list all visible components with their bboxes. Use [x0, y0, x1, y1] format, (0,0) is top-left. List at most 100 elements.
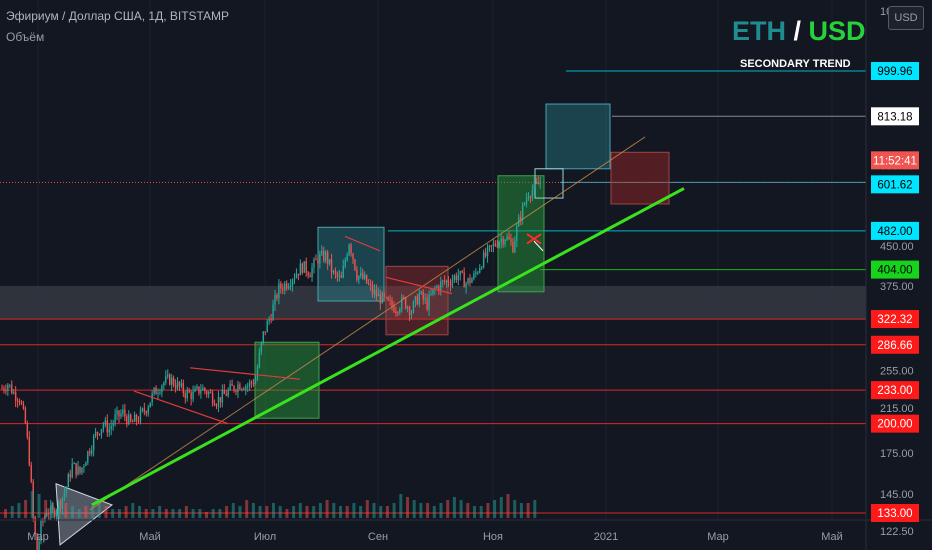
candle-body	[445, 280, 448, 283]
candle-body	[455, 275, 458, 281]
candle-body	[403, 297, 405, 299]
candle-body	[486, 247, 489, 257]
volume-bar	[97, 503, 101, 518]
volume-bar	[379, 506, 383, 518]
candle-body	[286, 283, 288, 289]
candle-body	[48, 513, 50, 515]
candle-body	[490, 245, 493, 247]
volume-bar	[385, 506, 389, 518]
x-tick-label: Сен	[368, 531, 388, 543]
candle-body	[420, 291, 422, 294]
x-tick-label: Май	[139, 531, 161, 543]
volume-bar	[198, 509, 202, 518]
candle-body	[305, 261, 307, 273]
volume-bar	[285, 509, 289, 518]
candle-body	[412, 301, 415, 313]
y-tick-label: 450.00	[880, 241, 914, 253]
candle-body	[188, 390, 190, 393]
candle-body	[53, 509, 56, 517]
candle-body	[141, 408, 144, 411]
candle-body	[65, 487, 68, 493]
candle-body	[488, 245, 491, 248]
candle-body	[28, 437, 30, 465]
candle-body	[301, 263, 303, 273]
volume-bar	[533, 500, 537, 518]
volume-bar	[399, 494, 403, 518]
pair-annotation: ETH / USD	[732, 16, 866, 47]
candle-body	[328, 259, 331, 264]
x-tick-label: 2021	[594, 531, 618, 543]
candle-body	[71, 463, 73, 478]
bull-box-2	[497, 175, 545, 293]
candle-body	[217, 397, 220, 407]
candle-body	[373, 290, 376, 294]
candle-body	[24, 408, 27, 424]
candle-body	[130, 414, 132, 422]
volume-bar	[178, 509, 182, 518]
candle-body	[256, 367, 259, 380]
candle-body	[161, 385, 163, 393]
candle-body	[508, 236, 510, 240]
candle-body	[235, 390, 237, 392]
volume-bar	[205, 512, 208, 518]
candle-body	[323, 251, 325, 261]
currency-button[interactable]: USD	[888, 6, 924, 30]
pair-slash: /	[793, 16, 802, 46]
candle-body	[338, 275, 341, 277]
candle-body	[40, 520, 42, 542]
candle-body	[457, 274, 459, 281]
volume-bar	[225, 506, 229, 518]
candle-body	[163, 382, 165, 386]
volume-bar	[171, 509, 175, 518]
candle-body	[169, 374, 171, 385]
candle-body	[248, 381, 251, 387]
candle-body	[284, 283, 286, 291]
candle-body	[401, 297, 403, 310]
volume-bar	[446, 500, 450, 518]
candle-body	[297, 273, 300, 276]
x-tick-label: Мар	[27, 531, 49, 543]
price-level-label: 601.62	[877, 179, 912, 191]
candle-body	[471, 278, 473, 283]
candle-body	[516, 226, 518, 241]
candle-body	[442, 280, 444, 282]
candle-body	[36, 533, 38, 550]
candle-body	[416, 296, 419, 305]
candle-body	[180, 383, 183, 387]
candle-body	[178, 381, 181, 387]
candle-body	[247, 386, 249, 388]
candle-body	[208, 392, 210, 395]
candle-body	[209, 392, 212, 394]
candle-body	[7, 384, 9, 391]
price-level-label: 999.96	[877, 66, 912, 78]
candle-body	[215, 405, 218, 407]
candle-body	[369, 284, 372, 286]
volume-indicator-label[interactable]: Объём	[6, 30, 45, 44]
candle-body	[38, 541, 40, 550]
candle-body	[159, 392, 161, 394]
candle-body	[50, 505, 52, 514]
y-tick-label: 375.00	[880, 281, 914, 293]
candle-body	[352, 253, 354, 260]
candle-body	[367, 283, 370, 285]
volume-bar	[372, 503, 376, 518]
volume-bar	[138, 506, 141, 518]
price-label-bg	[871, 151, 919, 170]
price-level-label: 200.00	[877, 419, 912, 431]
candle-body	[385, 297, 387, 299]
candle-body	[75, 463, 77, 475]
price-label-bg	[871, 107, 919, 126]
candle-body	[59, 501, 62, 509]
volume-bar	[44, 500, 48, 518]
volume-bar	[231, 503, 235, 518]
candle-body	[332, 271, 335, 273]
volume-bar	[439, 503, 443, 518]
candle-body	[145, 411, 147, 414]
price-level-label: 11:52:41	[873, 155, 917, 167]
candle-body	[186, 390, 188, 399]
candle-body	[346, 254, 348, 261]
candle-body	[96, 432, 99, 434]
candle-body	[354, 259, 356, 270]
volume-bar	[104, 506, 108, 518]
